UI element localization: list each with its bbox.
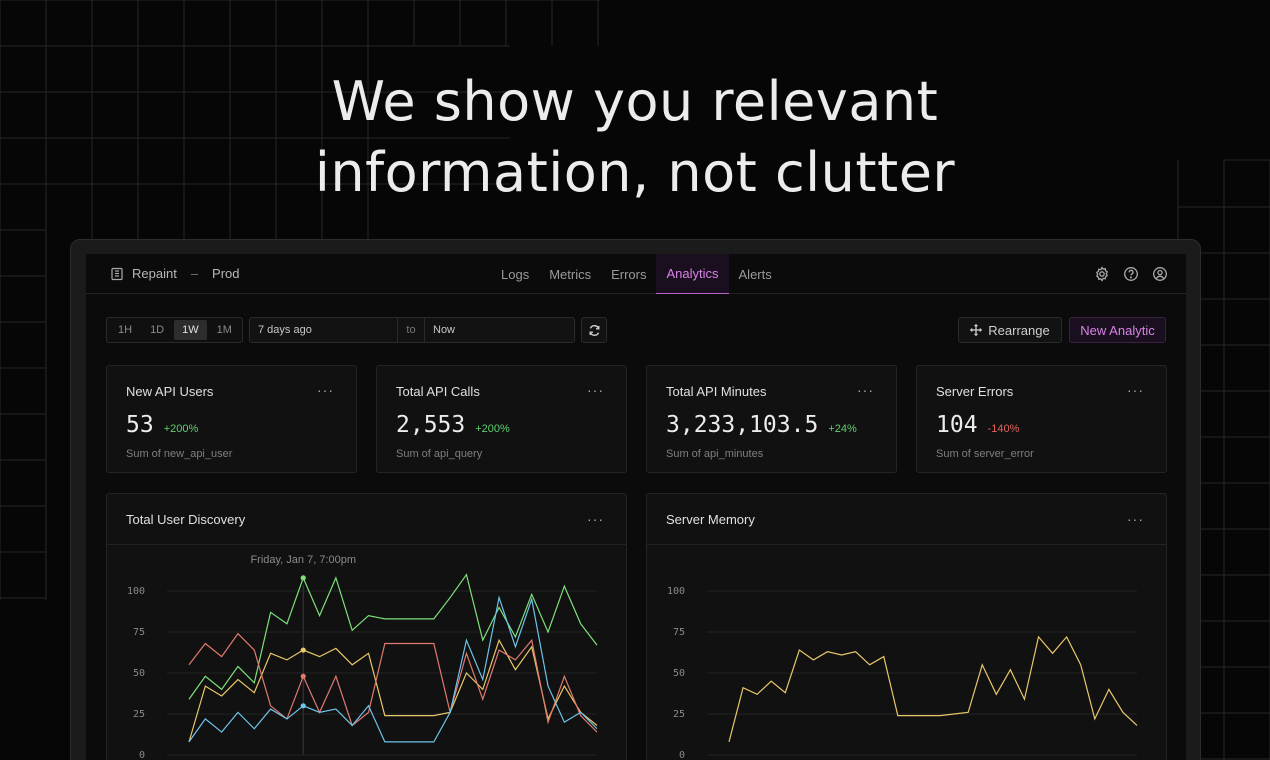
y-tick-label: 25: [673, 709, 685, 720]
more-icon[interactable]: ···: [317, 382, 334, 398]
y-tick-label: 50: [673, 668, 685, 679]
server-memory-chart[interactable]: 0 25 50 75 100: [647, 545, 1166, 760]
new-analytic-button[interactable]: New Analytic: [1069, 317, 1166, 343]
range-1d[interactable]: 1D: [150, 324, 165, 336]
hover-point: [300, 673, 306, 679]
stat-title: Total API Minutes: [666, 384, 767, 399]
series-line: [188, 632, 598, 733]
toolbar: 1H 1D 1W 1M 7 days ago to Now: [106, 317, 1166, 343]
stat-delta: -140%: [987, 423, 1020, 435]
y-tick-label: 100: [127, 586, 145, 597]
refresh-button[interactable]: [581, 317, 607, 343]
stat-delta: +200%: [475, 423, 510, 435]
more-icon[interactable]: ···: [587, 511, 604, 527]
chart-header: Server Memory ···: [647, 494, 1166, 545]
chart-title: Total User Discovery: [126, 512, 246, 527]
stat-card-new-api-users: New API Users ··· 53 +200% Sum of new_ap…: [106, 365, 357, 473]
stat-card-total-api-minutes: Total API Minutes ··· 3,233,103.5 +24% S…: [646, 365, 897, 473]
hover-point: [300, 647, 306, 653]
range-1h[interactable]: 1H: [118, 324, 133, 336]
chart-header: Total User Discovery ···: [107, 494, 626, 545]
help-icon[interactable]: [1123, 266, 1139, 282]
building-icon: [111, 267, 123, 280]
tab-errors[interactable]: Errors: [611, 266, 647, 282]
environment-name: Prod: [212, 266, 240, 281]
move-icon: [970, 324, 983, 336]
brand[interactable]: Repaint – Prod: [110, 266, 240, 281]
stat-subtitle: Sum of server_error: [936, 448, 1034, 460]
tab-analytics[interactable]: Analytics: [656, 254, 729, 294]
hover-point: [300, 703, 306, 709]
user-discovery-chart[interactable]: 0 25 50 75 100 Friday, Jan 7, 7:00pm: [107, 545, 626, 760]
date-from-input[interactable]: 7 days ago: [250, 318, 398, 342]
dashboard-screen: Repaint – Prod Logs Metrics Errors Analy…: [86, 254, 1186, 760]
refresh-icon: [589, 324, 599, 336]
rearrange-label: Rearrange: [988, 322, 1050, 338]
range-1w[interactable]: 1W: [174, 320, 207, 340]
user-icon[interactable]: [1152, 266, 1168, 282]
y-tick-label: 75: [133, 627, 145, 638]
y-tick-label: 75: [673, 627, 685, 638]
stat-value: 104: [936, 412, 978, 438]
series-line: [728, 635, 1138, 743]
series-line: [188, 595, 598, 743]
time-range-selector: 1H 1D 1W 1M: [106, 317, 243, 343]
chart-title: Server Memory: [666, 512, 755, 527]
hero-line-1: We show you relevant: [331, 70, 939, 133]
stat-value: 2,553: [396, 412, 466, 438]
y-tick-label: 0: [679, 750, 685, 760]
hero-heading: We show you relevant information, not cl…: [0, 66, 1270, 208]
hover-point: [300, 575, 306, 581]
date-to-label: to: [398, 318, 425, 342]
brand-separator: –: [190, 266, 199, 281]
tab-logs[interactable]: Logs: [501, 266, 530, 282]
y-tick-label: 0: [139, 750, 145, 760]
brand-name: Repaint: [132, 266, 177, 281]
more-icon[interactable]: ···: [1127, 382, 1144, 398]
device-frame: Repaint – Prod Logs Metrics Errors Analy…: [70, 239, 1201, 760]
tab-alerts[interactable]: Alerts: [738, 266, 772, 282]
stat-value: 53: [126, 412, 154, 438]
stat-value-row: 2,553 +200%: [396, 412, 510, 438]
more-icon[interactable]: ···: [857, 382, 874, 398]
more-icon[interactable]: ···: [1127, 511, 1144, 527]
stat-title: Server Errors: [936, 384, 1014, 399]
range-1m[interactable]: 1M: [216, 324, 232, 336]
stat-title: Total API Calls: [396, 384, 480, 399]
stat-subtitle: Sum of new_api_user: [126, 448, 233, 460]
more-icon[interactable]: ···: [587, 382, 604, 398]
top-navbar: Repaint – Prod Logs Metrics Errors Analy…: [86, 254, 1186, 294]
chart-card-server-memory: Server Memory ··· 0 25 50 75 100: [646, 493, 1167, 760]
nav-icons: [1094, 266, 1168, 282]
chart-card-user-discovery: Total User Discovery ··· 0 25 50 75 100 Frida…: [106, 493, 627, 760]
stat-card-total-api-calls: Total API Calls ··· 2,553 +200% Sum of a…: [376, 365, 627, 473]
tab-metrics[interactable]: Metrics: [549, 266, 592, 282]
rearrange-button[interactable]: Rearrange: [958, 317, 1062, 343]
y-tick-label: 50: [133, 668, 145, 679]
stat-value-row: 104 -140%: [936, 412, 1019, 438]
settings-icon[interactable]: [1094, 266, 1110, 282]
date-to-input[interactable]: Now: [433, 324, 456, 336]
y-tick-label: 100: [667, 586, 685, 597]
stat-subtitle: Sum of api_minutes: [666, 448, 764, 460]
stat-title: New API Users: [126, 384, 214, 399]
tooltip-label: Friday, Jan 7, 7:00pm: [250, 554, 356, 566]
date-range-input: 7 days ago to Now: [249, 317, 575, 343]
stat-value: 3,233,103.5: [666, 412, 819, 438]
y-tick-label: 25: [133, 709, 145, 720]
stat-delta: +200%: [163, 423, 199, 435]
series-line: [188, 638, 598, 743]
nav-tabs: Logs Metrics Errors Analytics Alerts: [491, 254, 782, 294]
stat-subtitle: Sum of api_query: [396, 448, 483, 460]
series-line: [188, 573, 598, 700]
stat-value-row: 3,233,103.5 +24%: [666, 412, 857, 438]
stat-value-row: 53 +200%: [126, 412, 198, 438]
stat-delta: +24%: [828, 423, 857, 435]
stat-card-server-errors: Server Errors ··· 104 -140% Sum of serve…: [916, 365, 1167, 473]
hero-line-2: information, not clutter: [314, 141, 956, 204]
